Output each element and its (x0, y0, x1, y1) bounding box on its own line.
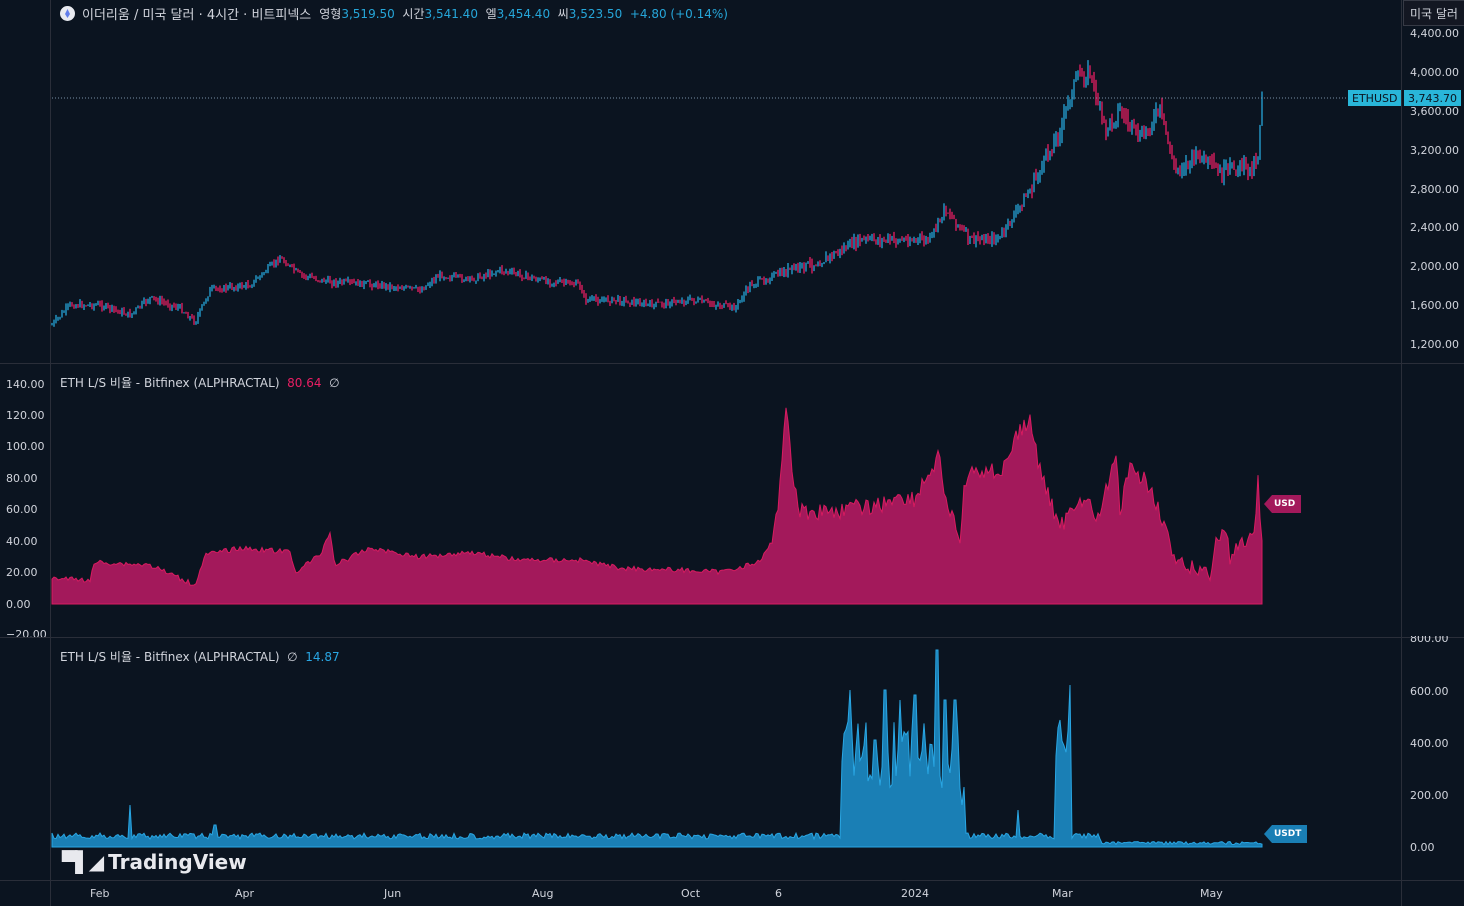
ind1-tick: 120.00 (6, 409, 45, 422)
symbol-tag: ETHUSD (1348, 90, 1402, 106)
time-tick: Apr (235, 887, 255, 900)
ind2-tick: 800.00 (1410, 636, 1449, 645)
price-tick: 1,200.00 (1410, 338, 1459, 351)
tradingview-logo[interactable]: ▀▌◢ TradingView (62, 850, 247, 874)
time-tick: May (1200, 887, 1223, 900)
usd-ratio-area (51, 407, 1263, 605)
time-tick: 6 (775, 887, 782, 900)
ind1-tick: 40.00 (6, 535, 38, 548)
indicator2-legend[interactable]: ETH L/S 비율 - Bitfinex (ALPHRACTAL) ∅ 14.… (60, 650, 340, 664)
right-axis-border (1401, 0, 1402, 906)
ind2-tick: 0.00 (1410, 841, 1435, 854)
usd-flag: USD (1264, 495, 1302, 513)
price-change: +4.80 (+0.14%) (629, 7, 728, 21)
price-tick: 4,400.00 (1410, 27, 1459, 40)
usdt-flag: USDT (1264, 825, 1308, 843)
symbol-title[interactable]: 이더리움 / 미국 달러 · 4시간 · 비트피넥스 (82, 8, 312, 23)
time-tick: 2024 (901, 887, 929, 900)
last-price-tag: 3,743.70 (1404, 90, 1461, 106)
currency-button[interactable]: 미국 달러 (1403, 0, 1464, 26)
symbol-header[interactable]: 이더리움 / 미국 달러 · 4시간 · 비트피넥스 영형3,519.50 시간… (60, 4, 728, 23)
ind1-tick: 0.00 (6, 598, 31, 611)
price-tick: 4,000.00 (1410, 66, 1459, 79)
ind1-tick: 140.00 (6, 378, 45, 391)
time-tick: Mar (1052, 887, 1073, 900)
price-tick: 1,600.00 (1410, 299, 1459, 312)
ind1-tick: 100.00 (6, 440, 45, 453)
left-axis-border (50, 0, 51, 906)
ind2-tick: 400.00 (1410, 737, 1449, 750)
time-tick: Aug (532, 887, 554, 900)
pane-separator-2[interactable] (0, 637, 1464, 638)
ethereum-icon (60, 6, 75, 21)
usdt-ratio-area (51, 649, 1263, 848)
ohlc-values: 영형3,519.50 시간3,541.40 엘3,454.40 씨3,523.5… (319, 7, 728, 21)
ind1-tick: 60.00 (6, 503, 38, 516)
indicator1-legend[interactable]: ETH L/S 비율 - Bitfinex (ALPHRACTAL) 80.64… (60, 376, 340, 390)
pane-separator-1[interactable] (0, 363, 1464, 364)
time-axis-border (0, 880, 1464, 881)
time-tick: Oct (681, 887, 701, 900)
price-tick: 2,800.00 (1410, 183, 1459, 196)
price-tick: 2,400.00 (1410, 221, 1459, 234)
ind1-tick: 20.00 (6, 566, 38, 579)
ind1-tick: 80.00 (6, 472, 38, 485)
price-tick: 3,200.00 (1410, 144, 1459, 157)
price-tick: 2,000.00 (1410, 260, 1459, 273)
ind1-tick: −20.00 (6, 628, 47, 637)
price-candles (51, 60, 1263, 327)
ind2-tick: 200.00 (1410, 789, 1449, 802)
ind2-tick: 600.00 (1410, 685, 1449, 698)
time-tick: Feb (90, 887, 110, 900)
price-tick: 3,600.00 (1410, 105, 1459, 118)
tradingview-icon: ▀▌◢ (62, 850, 104, 874)
time-tick: Jun (384, 887, 402, 900)
